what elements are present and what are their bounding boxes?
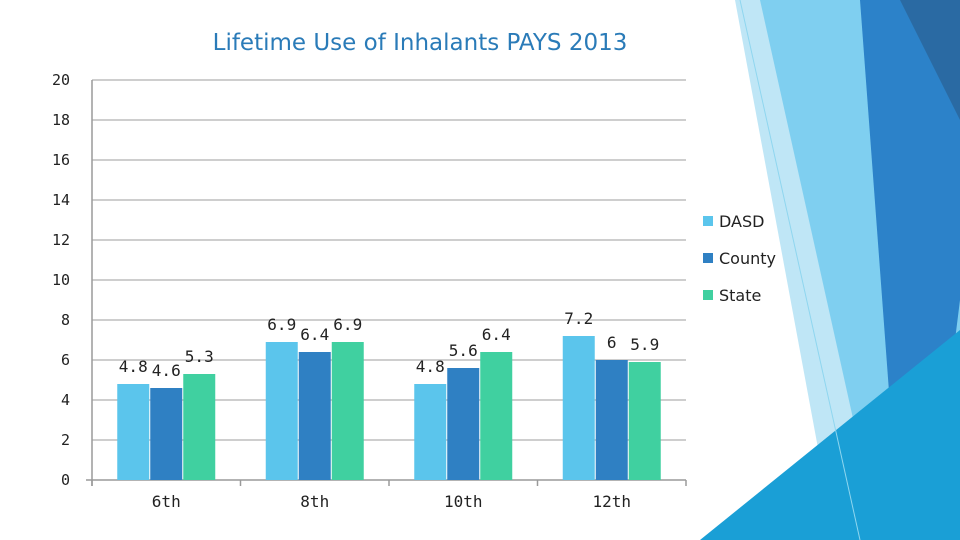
y-tick-label: 2 <box>61 431 70 449</box>
chart-title: Lifetime Use of Inhalants PAYS 2013 <box>212 30 628 56</box>
category-label: 10th <box>444 492 483 511</box>
data-label: 7.2 <box>564 309 593 328</box>
data-label: 5.6 <box>449 341 478 360</box>
bar <box>183 374 216 480</box>
legend-swatch <box>703 253 713 263</box>
data-label: 6.4 <box>482 325 511 344</box>
data-label: 4.6 <box>152 361 181 380</box>
category-label: 12th <box>592 492 631 511</box>
data-label: 6 <box>607 333 617 352</box>
data-label: 6.9 <box>333 315 362 334</box>
data-label: 4.8 <box>119 357 148 376</box>
bar <box>298 352 331 480</box>
bar <box>265 342 298 480</box>
data-label: 6.4 <box>300 325 329 344</box>
y-tick-label: 8 <box>61 311 70 329</box>
y-tick-label: 4 <box>61 391 70 409</box>
y-tick-label: 6 <box>61 351 70 369</box>
bar <box>331 342 364 480</box>
bar <box>414 384 447 480</box>
category-label: 8th <box>300 492 329 511</box>
category-label: 6th <box>152 492 181 511</box>
data-label: 5.3 <box>185 347 214 366</box>
y-tick-label: 12 <box>52 231 70 249</box>
y-tick-label: 0 <box>61 471 70 489</box>
bar <box>595 360 628 480</box>
data-label: 4.8 <box>416 357 445 376</box>
data-label: 6.9 <box>267 315 296 334</box>
bar <box>447 368 480 480</box>
decor-panel-bottom <box>700 330 960 540</box>
y-tick-label: 20 <box>52 71 70 89</box>
y-tick-label: 16 <box>52 151 70 169</box>
y-tick-label: 10 <box>52 271 70 289</box>
legend-swatch <box>703 290 713 300</box>
legend-label: County <box>719 249 776 268</box>
legend-label: State <box>719 286 761 305</box>
bar <box>562 336 595 480</box>
y-tick-label: 14 <box>52 191 70 209</box>
bar <box>480 352 513 480</box>
data-label: 5.9 <box>630 335 659 354</box>
bar <box>150 388 183 480</box>
y-tick-label: 18 <box>52 111 70 129</box>
legend-label: DASD <box>719 212 764 231</box>
bar <box>628 362 661 480</box>
legend-swatch <box>703 216 713 226</box>
decor-panel-dark <box>900 0 960 120</box>
bar <box>117 384 150 480</box>
decor-line <box>739 0 861 540</box>
